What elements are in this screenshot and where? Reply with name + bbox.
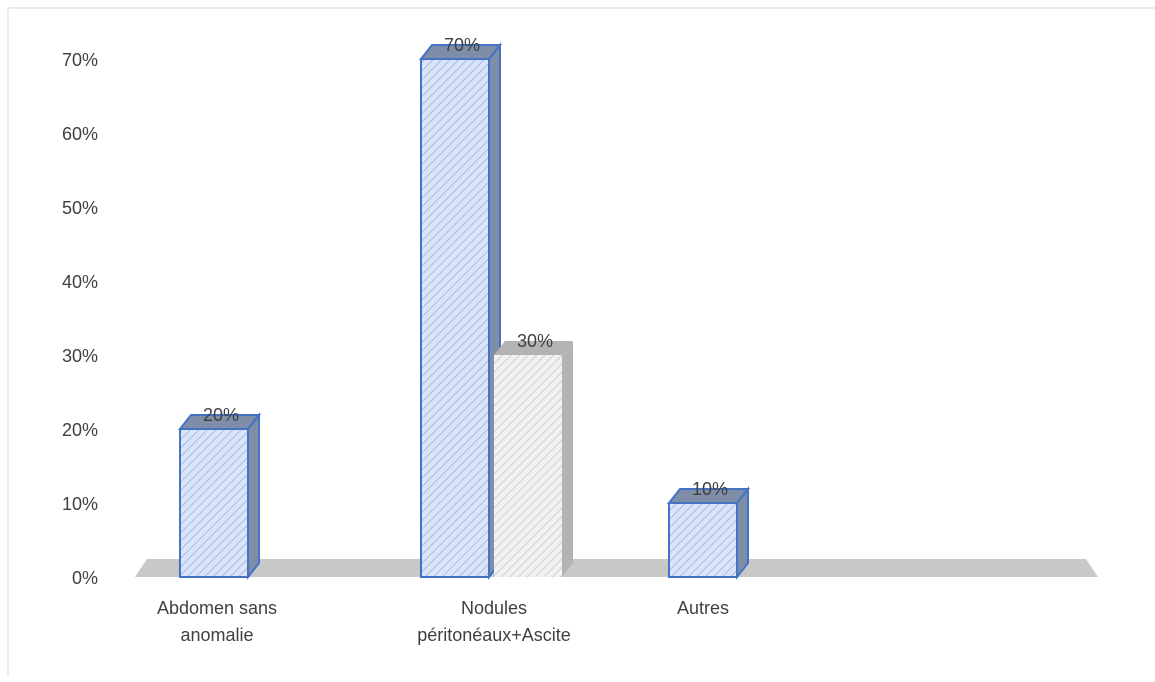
x-category-label-0-0: Abdomen sans <box>157 598 277 618</box>
y-tick-label-5: 50% <box>62 198 98 218</box>
x-axis: Abdomen sans anomalie Nodules péritonéaux+A… <box>157 598 729 645</box>
bar-side-0 <box>247 412 260 580</box>
bars-group <box>177 42 751 580</box>
y-tick-label-3: 30% <box>62 346 98 366</box>
x-category-label-1-0: Nodules <box>461 598 527 618</box>
data-labels: 20% 70% 30% 10% <box>203 35 728 499</box>
data-label-0: 20% <box>203 405 239 425</box>
bar-top-2 <box>494 341 573 355</box>
data-label-1: 70% <box>444 35 480 55</box>
y-tick-label-7: 70% <box>62 50 98 70</box>
y-tick-label-6: 60% <box>62 124 98 144</box>
floor-plane <box>135 559 1098 577</box>
chart-floor <box>135 559 1098 577</box>
chart-frame <box>7 7 1155 677</box>
y-tick-label-0: 0% <box>72 568 98 588</box>
x-category-label-1-1: péritonéaux+Ascite <box>417 625 571 645</box>
y-tick-label-2: 20% <box>62 420 98 440</box>
data-label-2: 30% <box>517 331 553 351</box>
y-tick-label-4: 40% <box>62 272 98 292</box>
x-category-label-0-1: anomalie <box>180 625 253 645</box>
data-label-3: 10% <box>692 479 728 499</box>
x-category-label-2-0: Autres <box>677 598 729 618</box>
bar-side-2 <box>562 341 573 577</box>
y-tick-label-1: 10% <box>62 494 98 514</box>
y-axis: 0% 10% 20% 30% 40% 50% 60% 70% <box>62 50 98 588</box>
bar-3 <box>668 502 738 578</box>
bar-2 <box>494 355 562 577</box>
bar-1 <box>420 58 490 578</box>
bar-0 <box>179 428 249 578</box>
